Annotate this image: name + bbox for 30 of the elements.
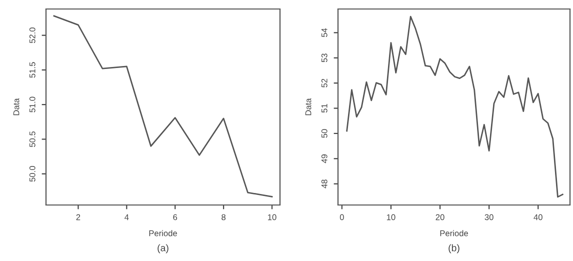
text: (b)	[448, 244, 460, 254]
x-tick-label: 40	[534, 214, 542, 220]
y-tick-label: 53	[321, 54, 328, 62]
x-axis-title: Periode	[149, 230, 177, 236]
y-tick-label: 50	[321, 129, 328, 138]
x-axis-title: Periode	[440, 230, 468, 236]
x-tick-label: 0	[340, 214, 344, 220]
y-tick-label: 52	[321, 78, 328, 88]
y-tick-label: 50.5	[29, 131, 36, 147]
x-tick-label: 10	[386, 214, 396, 220]
line-series	[346, 16, 564, 198]
y-tick-label: 54	[322, 28, 328, 37]
y-tick-label: 51.0	[29, 96, 36, 112]
y-tick-label: 52.0	[29, 28, 36, 44]
text: (a)	[158, 244, 168, 254]
x-tick-label: 8	[222, 214, 226, 220]
x-tick-label: 30	[484, 214, 494, 220]
line-series	[53, 15, 273, 198]
x-tick-label: 2	[76, 214, 80, 220]
x-tick-label: 6	[173, 214, 178, 220]
x-tick-label: 10	[268, 214, 276, 220]
x-tick-label: 4	[124, 214, 129, 220]
x-tick-label: 20	[436, 214, 444, 220]
y-axis-title: Data	[13, 98, 20, 116]
y-tick-label: 49	[321, 154, 328, 164]
y-tick-label: 51	[322, 104, 328, 113]
y-tick-label: 51.5	[30, 62, 36, 78]
y-tick-label: 48	[321, 180, 328, 188]
y-axis-title: Data	[305, 98, 312, 116]
y-tick-label: 50.0	[29, 166, 36, 182]
